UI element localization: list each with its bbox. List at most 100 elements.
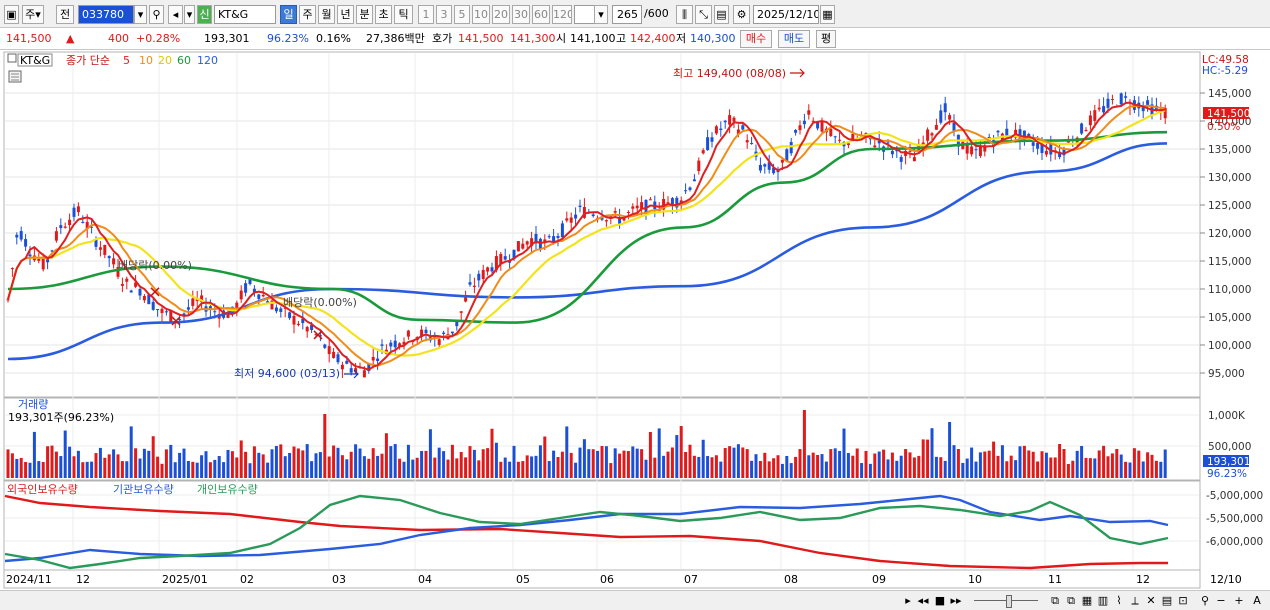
candle-body [794,129,798,133]
price-axis-label: 95,000 [1208,368,1245,380]
ma5-legend[interactable]: 5 [123,54,130,67]
candle-body [279,308,283,312]
table-icon[interactable]: ▤ [1161,594,1173,607]
volume-bar [41,461,45,478]
volume-bar [279,444,283,478]
line-chart-icon[interactable]: ⌇ [1116,594,1122,607]
volume-bar [604,446,608,478]
stock-chart-svg[interactable]: KT&G 종가 단순 5 10 20 60 120 최고 149,400 (08… [0,50,1270,590]
interval-30[interactable]: 30 [512,5,530,24]
period-week[interactable]: 주 [299,5,316,24]
interval-3[interactable]: 3 [436,5,452,24]
volume-bar [556,456,560,478]
ma20-legend[interactable]: 20 [158,54,172,67]
zoom-window-icon[interactable]: ⧉ [1051,594,1059,607]
period-minute[interactable]: 분 [356,5,373,24]
chart-area[interactable]: KT&G 종가 단순 5 10 20 60 120 최고 149,400 (08… [0,50,1270,590]
font-size-icon[interactable]: A [1253,594,1261,607]
eval-button[interactable]: 평 [816,30,836,48]
stock-code-input[interactable]: 033780 [78,5,134,24]
speaker-icon[interactable]: ◂ [168,5,183,24]
zoom-out-icon[interactable]: − [1216,594,1226,607]
volume-bar [244,451,248,478]
volume-bar [481,449,485,478]
candle-body [890,150,894,155]
rewind-icon[interactable]: ◂◂ [917,594,929,607]
grid-icon[interactable]: ▦ [1081,594,1093,607]
candle-body [477,273,481,281]
vol-last-tag-bg [1203,455,1249,467]
data-count-input[interactable]: 265 [612,5,642,24]
volume-bar [560,451,564,478]
price-panel [3,51,1201,398]
period-year[interactable]: 년 [337,5,354,24]
current-price: 141,500 [6,32,52,45]
period-tick[interactable]: 틱 [394,5,413,24]
interval-60[interactable]: 60 [532,5,550,24]
candle-body [274,307,278,312]
stock-name-field[interactable]: KT&G [214,5,276,24]
play-icon[interactable]: ▸ [905,594,911,607]
volume-bar [164,449,168,478]
candle-body [512,249,516,260]
trade-amount: 27,386백만 [366,32,425,45]
market-label: 주 [25,8,36,21]
buy-button[interactable]: 매수 [740,30,772,48]
foreign-holding-legend[interactable]: 외국인보유수량 [7,483,78,496]
stop-icon[interactable]: ■ [934,594,946,607]
date-input[interactable]: 2025/12/10 [753,5,819,24]
volume-bar [270,449,274,478]
volume-bar [895,460,899,478]
candle-body [37,258,41,261]
ma120-legend[interactable]: 120 [197,54,218,67]
price-axis-label: 100,000 [1208,340,1251,352]
candle-body [76,206,80,213]
interval-5[interactable]: 5 [454,5,470,24]
bar-chart-icon[interactable]: ▥ [1097,594,1109,607]
ma60-legend[interactable]: 60 [177,54,191,67]
period-second[interactable]: 초 [375,5,392,24]
interval-1[interactable]: 1 [418,5,434,24]
candle-body [811,120,815,122]
volume-bar [120,461,124,478]
candle-body [679,200,683,204]
prev-button[interactable]: 전 [56,5,74,24]
period-month[interactable]: 월 [318,5,335,24]
draw-tool-icon[interactable]: ⤡ [695,5,712,24]
interval-20[interactable]: 20 [492,5,510,24]
period-day[interactable]: 일 [280,5,297,24]
individual-holding-legend[interactable]: 개인보유수량 [197,483,258,496]
sell-button[interactable]: 매도 [778,30,810,48]
candle-body [81,221,85,223]
market-select[interactable]: 주▾ [22,5,44,24]
zoom-slider[interactable] [970,593,1042,608]
measure-icon[interactable]: ⟂ [1131,594,1139,607]
low-price: 140,300 [690,32,736,45]
interval-120[interactable]: 120 [552,5,572,24]
forward-icon[interactable]: ▸▸ [950,594,962,607]
volume-bar [398,458,402,478]
zoom-in-icon[interactable]: + [1234,594,1244,607]
x-axis-label: 12 [1136,573,1150,586]
institution-holding-legend[interactable]: 기관보유수량 [113,483,174,496]
chart-type-icon[interactable]: ⫼ [676,5,693,24]
lock-icon[interactable]: ⊡ [1178,594,1188,607]
magnifier-icon[interactable]: ⚲ [1200,594,1210,607]
candle-body [1005,128,1009,138]
chevron-down-icon[interactable]: ▾ [594,5,608,24]
interval-10[interactable]: 10 [472,5,490,24]
panel-toggle-icon[interactable] [7,53,17,63]
copy-icon[interactable]: ⧉ [1067,594,1075,607]
grid-toggle-icon[interactable] [8,70,22,83]
layout-icon[interactable]: ▣ [4,5,19,24]
calendar-icon[interactable]: ▦ [820,5,835,24]
volume-bar [741,447,745,478]
cross-icon[interactable]: ✕ [1146,594,1156,607]
ma10-legend[interactable]: 10 [139,54,153,67]
search-icon[interactable]: ⚲ [149,5,164,24]
volume-bar [758,460,762,478]
chevron-down-icon[interactable]: ▾ [134,5,147,24]
save-icon[interactable]: ▤ [714,5,729,24]
chevron-down-icon[interactable]: ▾ [184,5,195,24]
gear-icon[interactable]: ⚙ [733,5,750,24]
